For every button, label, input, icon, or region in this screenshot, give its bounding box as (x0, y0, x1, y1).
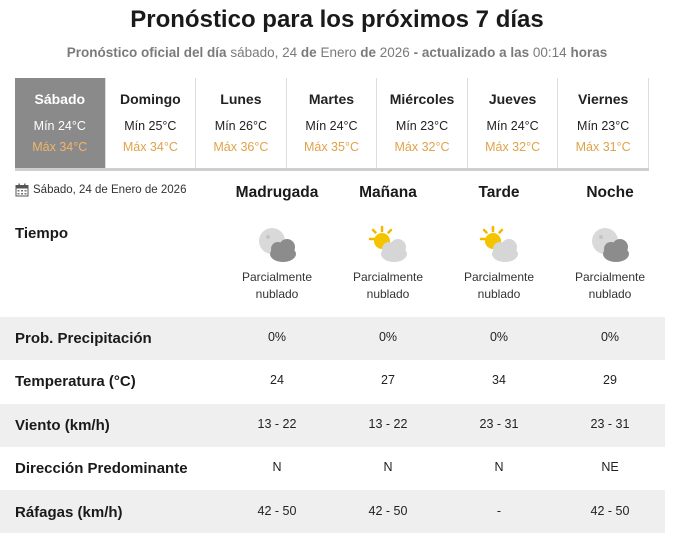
subtitle-time: 00:14 (532, 45, 567, 60)
temp-value: 34 (492, 373, 506, 387)
row-band-wind (0, 404, 665, 447)
subtitle-year: 2026 (379, 45, 410, 60)
period-header: Mañana (359, 184, 417, 201)
moon-cloud-icon (259, 228, 296, 262)
subtitle-prefix: Pronóstico oficial del día (66, 45, 227, 60)
gusts-value: 42 - 50 (590, 504, 630, 518)
selected-date: Sábado, 24 de Enero de 2026 (15, 183, 186, 197)
row-label-precip: Prob. Precipitación (15, 330, 152, 347)
weather-cell: Parcialmente nublado (555, 224, 665, 303)
row-label-direction: Dirección Predominante (15, 460, 188, 477)
day-tab-domingo[interactable]: Domingo Mín 25°C Máx 34°C (106, 78, 197, 168)
weather-desc: Parcialmente nublado (574, 270, 646, 301)
day-min-temp: Mín 24°C (33, 119, 86, 133)
day-name: Lunes (220, 91, 262, 107)
precip-value: 0% (489, 330, 509, 344)
temp-value: 24 (270, 373, 284, 387)
day-name: Domingo (120, 91, 181, 107)
weather-cell: Parcialmente nublado (333, 224, 443, 303)
day-max-temp: Máx 32°C (394, 140, 450, 154)
subtitle-de: de (300, 45, 317, 60)
precip-value: 0% (600, 330, 620, 344)
day-name: Sábado (34, 91, 86, 107)
temp-value: 29 (603, 373, 617, 387)
day-max-temp: Máx 36°C (213, 140, 269, 154)
wind-value: 13 - 22 (257, 417, 297, 431)
day-min-temp: Mín 23°C (577, 119, 630, 133)
weather-cell: Parcialmente nublado (444, 224, 554, 303)
gusts-value: 42 - 50 (257, 504, 297, 518)
day-min-temp: Mín 24°C (305, 119, 358, 133)
subtitle-updated: - actualizado a las (413, 45, 530, 60)
period-header: Tarde (478, 184, 520, 201)
row-band-precip (0, 317, 665, 360)
sun-cloud-icon (479, 225, 518, 262)
page-subtitle: Pronóstico oficial del día sábado, 24 de… (0, 45, 674, 60)
direction-value: NE (601, 460, 619, 474)
row-label-gusts: Ráfagas (km/h) (15, 504, 123, 521)
day-name: Miércoles (389, 91, 455, 107)
direction-value: N (383, 460, 393, 474)
subtitle-day: sábado, 24 (230, 45, 298, 60)
wind-value: 23 - 31 (590, 417, 630, 431)
wind-value: 13 - 22 (368, 417, 408, 431)
selected-date-text: Sábado, 24 de Enero de 2026 (33, 184, 187, 196)
row-label-weather: Tiempo (15, 225, 69, 242)
day-max-temp: Máx 34°C (122, 140, 178, 154)
sun-cloud-icon (368, 225, 407, 262)
precip-value: 0% (378, 330, 398, 344)
day-max-temp: Máx 35°C (303, 140, 359, 154)
precip-value: 0% (267, 330, 287, 344)
day-tab-martes[interactable]: Martes Mín 24°C Máx 35°C (287, 78, 378, 168)
subtitle-hours: horas (570, 45, 608, 60)
weather-desc: Parcialmente nublado (352, 270, 424, 301)
period-header: Noche (586, 184, 634, 201)
day-tab-viernes[interactable]: Viernes Mín 23°C Máx 31°C (558, 78, 649, 168)
day-tab-miercoles[interactable]: Miércoles Mín 23°C Máx 32°C (377, 78, 468, 168)
day-name: Viernes (577, 91, 629, 107)
calendar-icon (15, 183, 29, 197)
row-label-temp: Temperatura (°C) (15, 373, 136, 390)
gusts-value: 42 - 50 (368, 504, 408, 518)
day-tab-sabado[interactable]: Sábado Mín 24°C Máx 34°C (15, 78, 106, 168)
wind-value: 23 - 31 (479, 417, 519, 431)
subtitle-month: Enero (320, 45, 357, 60)
weather-cell: Parcialmente nublado (222, 224, 332, 303)
direction-value: N (494, 460, 504, 474)
day-tab-jueves[interactable]: Jueves Mín 24°C Máx 32°C (468, 78, 559, 168)
row-band-gusts (0, 490, 665, 533)
gusts-value: - (496, 504, 502, 518)
day-min-temp: Mín 23°C (395, 119, 449, 133)
day-max-temp: Máx 31°C (575, 140, 631, 154)
weather-desc: Parcialmente nublado (241, 270, 313, 301)
period-header: Madrugada (235, 184, 319, 201)
day-tab-lunes[interactable]: Lunes Mín 26°C Máx 36°C (196, 78, 287, 168)
day-tabs: Sábado Mín 24°C Máx 34°C Domingo Mín 25°… (15, 78, 649, 171)
row-label-wind: Viento (km/h) (15, 417, 110, 434)
moon-cloud-icon (592, 228, 629, 262)
day-name: Jueves (488, 91, 537, 107)
weather-desc: Parcialmente nublado (463, 270, 535, 301)
day-min-temp: Mín 24°C (486, 119, 539, 133)
page-title: Pronóstico para los próximos 7 días (130, 6, 544, 33)
day-max-temp: Máx 32°C (485, 140, 541, 154)
day-min-temp: Mín 26°C (214, 119, 268, 133)
day-min-temp: Mín 25°C (124, 119, 177, 133)
subtitle-de: de (360, 45, 376, 60)
day-name: Martes (308, 91, 355, 107)
day-max-temp: Máx 34°C (32, 140, 88, 154)
direction-value: N (272, 460, 282, 474)
temp-value: 27 (381, 373, 395, 387)
